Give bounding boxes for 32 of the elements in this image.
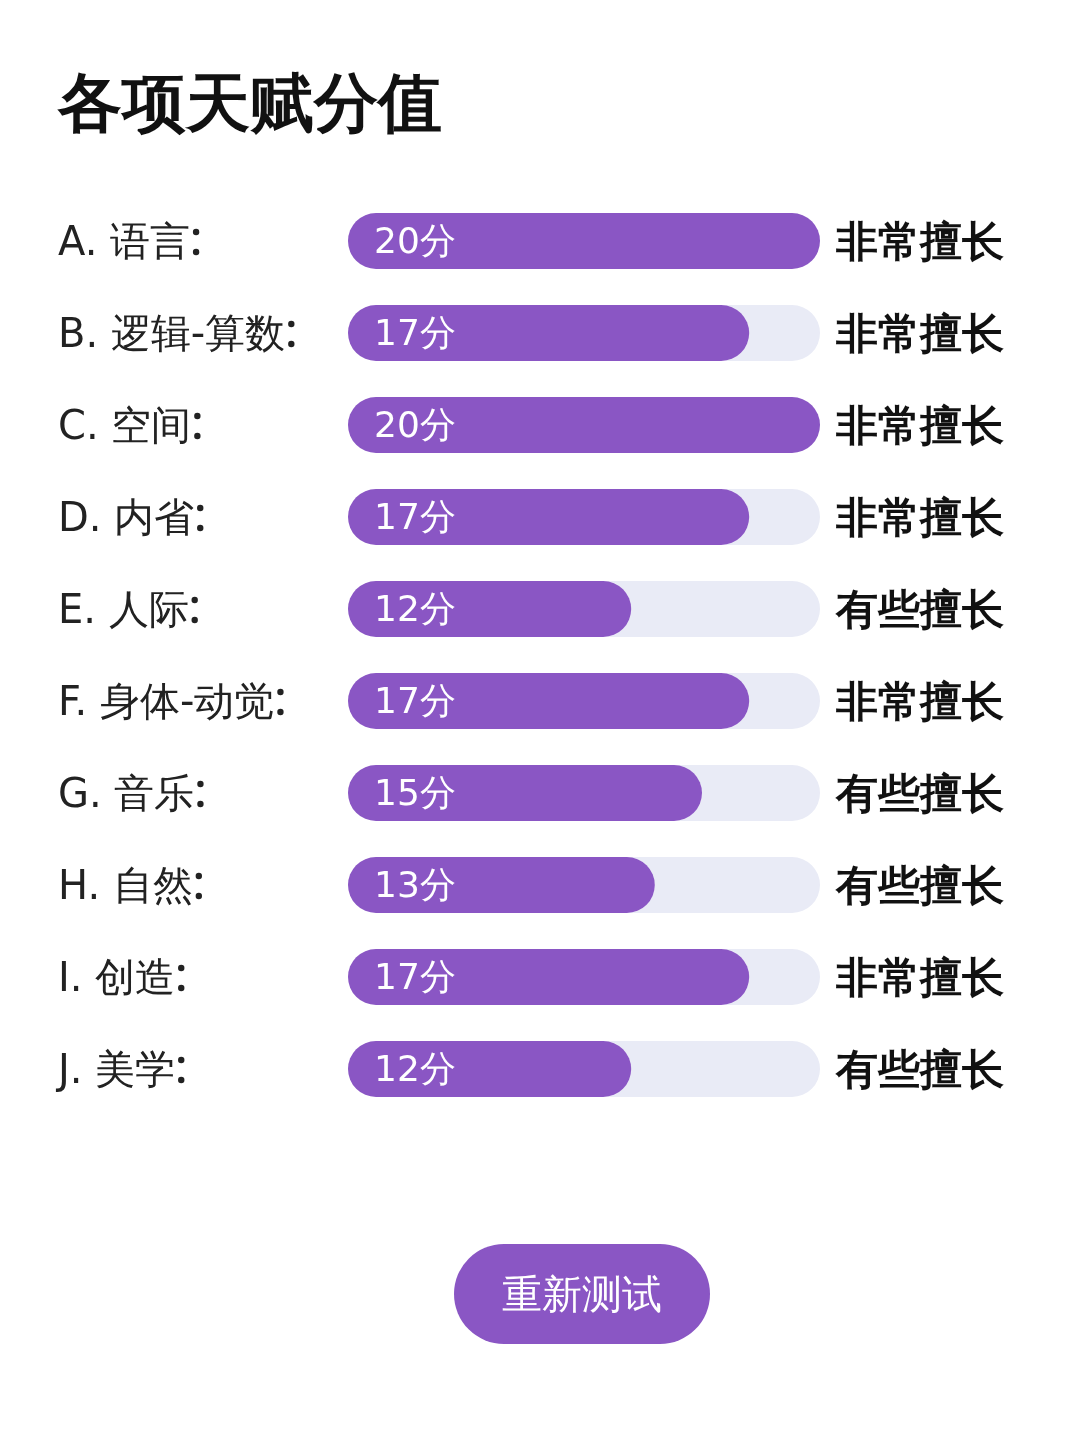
annotation: 非常擅长 bbox=[836, 677, 1004, 726]
value-label: 20分 bbox=[374, 404, 456, 445]
value-label: 12分 bbox=[374, 1048, 456, 1089]
category: D. 内省 bbox=[58, 494, 195, 540]
value-label: 17分 bbox=[374, 496, 456, 537]
category: I. 创造 bbox=[58, 954, 176, 1000]
category: A. 语言 bbox=[58, 218, 191, 264]
value-label: 13分 bbox=[374, 864, 456, 905]
annotation: 有些擅长 bbox=[836, 769, 1004, 818]
value-label: 15分 bbox=[374, 772, 456, 813]
value-label: 12分 bbox=[374, 588, 456, 629]
annotation: 非常擅长 bbox=[836, 309, 1004, 358]
annotation: 非常擅长 bbox=[836, 401, 1004, 450]
value-label: 20分 bbox=[374, 220, 456, 261]
category: G. 音乐 bbox=[58, 770, 195, 816]
annotation: 非常擅长 bbox=[836, 493, 1004, 542]
category: J. 美学 bbox=[58, 1046, 176, 1092]
category: F. 身体-动觉 bbox=[58, 678, 275, 724]
annotation: 非常擅长 bbox=[836, 217, 1004, 266]
annotation: 非常擅长 bbox=[836, 953, 1004, 1002]
category: H. 自然 bbox=[58, 862, 193, 908]
annotation: 重新测试 bbox=[502, 1271, 662, 1317]
annotation: 有些擅长 bbox=[836, 1045, 1004, 1094]
annotation: 有些擅长 bbox=[836, 861, 1004, 910]
category: B. 逻辑-算数 bbox=[58, 310, 286, 356]
category: E. 人际 bbox=[58, 586, 189, 632]
category: C. 空间 bbox=[58, 402, 192, 448]
value-label: 17分 bbox=[374, 312, 456, 353]
value-label: 17分 bbox=[374, 680, 456, 721]
value-label: 17分 bbox=[374, 956, 456, 997]
annotation: 有些擅长 bbox=[836, 585, 1004, 634]
title: 各项天赋分值 bbox=[58, 66, 442, 140]
